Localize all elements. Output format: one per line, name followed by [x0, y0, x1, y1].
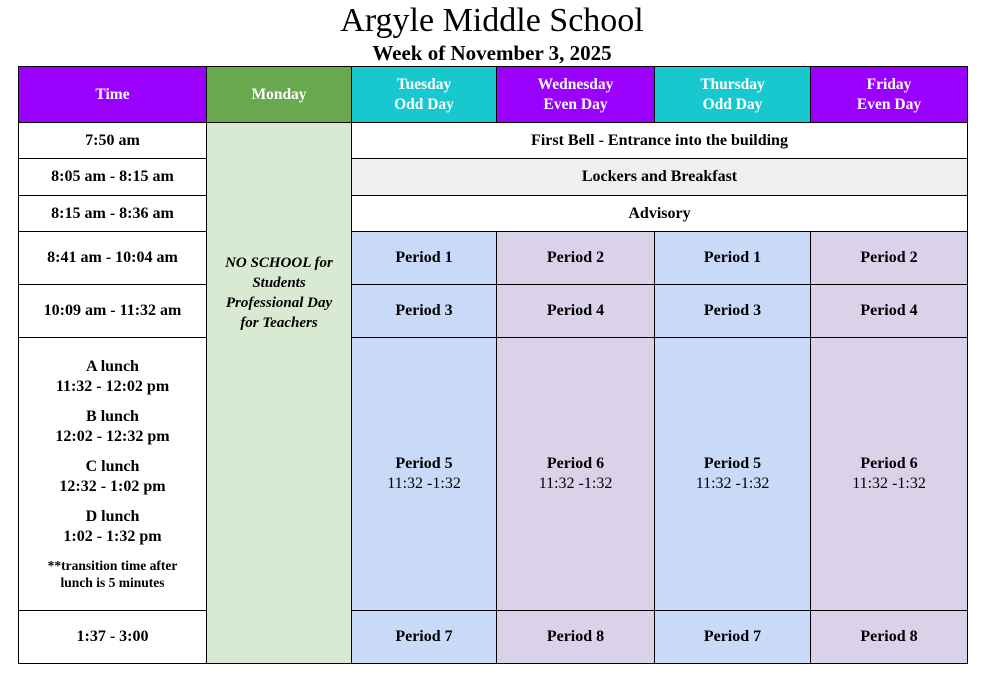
day-name: Thursday [700, 75, 765, 93]
time-cell: 1:37 - 3:00 [18, 610, 207, 664]
period-cell: Period 4 [496, 284, 655, 338]
lunch-time: 11:32 - 12:02 pm [55, 378, 170, 395]
transition-note: **transition time after lunch is 5 minut… [47, 558, 178, 590]
day-name: Friday [866, 75, 912, 93]
monday-cell: NO SCHOOL for Students Professional Day … [206, 122, 352, 664]
period-cell: Period 5 11:32 -1:32 [654, 337, 811, 611]
time-cell: 7:50 am [18, 122, 207, 159]
lunch-name: B lunch [86, 408, 139, 425]
table-row: 8:15 am - 8:36 am Advisory [18, 195, 968, 232]
lockers-breakfast-cell: Lockers and Breakfast [351, 158, 968, 196]
period-cell: Period 6 11:32 -1:32 [810, 337, 968, 611]
period-cell: Period 2 [496, 231, 655, 285]
schedule-table: Time Monday Tuesday Odd Day Wednesday Even… [18, 66, 968, 664]
lunch-time: 12:02 - 12:32 pm [55, 428, 170, 445]
table-row: 8:05 am - 8:15 am Lockers and Breakfast [18, 158, 968, 196]
period-cell: Period 1 [654, 231, 811, 285]
day-type: Odd Day [394, 95, 454, 113]
lunch-time: 1:02 - 1:32 pm [63, 528, 162, 545]
day-type: Even Day [856, 95, 922, 113]
time-cell: 8:05 am - 8:15 am [18, 158, 207, 196]
period-label: Period 5 [395, 455, 453, 472]
table-row: 10:09 am - 11:32 am Period 3 Period 4 Pe… [18, 284, 968, 338]
header-thursday: Thursday Odd Day [654, 66, 811, 123]
period-label: Period 5 [703, 455, 762, 472]
header-row: Time Monday Tuesday Odd Day Wednesday Even… [18, 66, 968, 123]
day-type: Odd Day [702, 95, 763, 113]
table-row: 7:50 am NO SCHOOL for Students Professio… [18, 122, 968, 664]
lunch-name: A lunch [86, 358, 139, 375]
period-time: 11:32 -1:32 [695, 475, 770, 492]
first-bell-cell: First Bell - Entrance into the building [351, 122, 968, 159]
day-type: Even Day [543, 95, 608, 113]
period-label: Period 6 [546, 455, 605, 472]
time-cell: 8:41 am - 10:04 am [18, 231, 207, 285]
monday-note-line: Professional Day [225, 295, 333, 311]
lunch-times-cell: A lunch 11:32 - 12:02 pm B lunch 12:02 - 1… [18, 337, 207, 611]
period-time: 11:32 -1:32 [852, 475, 926, 492]
header-monday: Monday [206, 66, 352, 123]
header-wednesday: Wednesday Even Day [496, 66, 655, 123]
period-cell: Period 8 [496, 610, 655, 664]
monday-note-line: NO SCHOOL for [225, 255, 333, 271]
table-row: 8:41 am - 10:04 am Period 1 Period 2 Per… [18, 231, 968, 285]
lunch-time: 12:32 - 1:02 pm [59, 478, 166, 495]
time-cell: 8:15 am - 8:36 am [18, 195, 207, 232]
lunch-d: D lunch 1:02 - 1:32 pm [19, 507, 206, 547]
header-tuesday: Tuesday Odd Day [351, 66, 497, 123]
period-cell: Period 3 [351, 284, 497, 338]
period-cell: Period 7 [351, 610, 497, 664]
period-cell: Period 1 [351, 231, 497, 285]
period-cell: Period 3 [654, 284, 811, 338]
page-subtitle: Week of November 3, 2025 [372, 41, 612, 65]
advisory-cell: Advisory [351, 195, 968, 232]
day-name: Wednesday [537, 75, 614, 93]
lunch-c: C lunch 12:32 - 1:02 pm [19, 457, 206, 497]
period-label: Period 6 [860, 455, 918, 472]
table-row: 1:37 - 3:00 Period 7 Period 8 Period 7 P… [18, 610, 968, 664]
header-friday: Friday Even Day [810, 66, 968, 123]
lunch-name: D lunch [85, 508, 140, 525]
lunch-a: A lunch 11:32 - 12:02 pm [19, 357, 206, 397]
lunch-row: A lunch 11:32 - 12:02 pm B lunch 12:02 - 1… [18, 337, 968, 611]
period-time: 11:32 -1:32 [387, 475, 461, 492]
period-cell: Period 5 11:32 -1:32 [351, 337, 497, 611]
monday-note-line: Students [252, 275, 306, 291]
period-cell: Period 8 [810, 610, 968, 664]
monday-note-line: for Teachers [240, 315, 318, 331]
day-name: Tuesday [396, 75, 452, 93]
period-cell: Period 6 11:32 -1:32 [496, 337, 655, 611]
period-cell: Period 2 [810, 231, 968, 285]
time-cell: 10:09 am - 11:32 am [18, 284, 207, 338]
lunch-b: B lunch 12:02 - 12:32 pm [19, 407, 206, 447]
page-title: Argyle Middle School [340, 2, 644, 39]
period-cell: Period 7 [654, 610, 811, 664]
period-cell: Period 4 [810, 284, 968, 338]
period-time: 11:32 -1:32 [538, 475, 613, 492]
lunch-name: C lunch [85, 458, 140, 475]
header-time: Time [18, 66, 207, 123]
